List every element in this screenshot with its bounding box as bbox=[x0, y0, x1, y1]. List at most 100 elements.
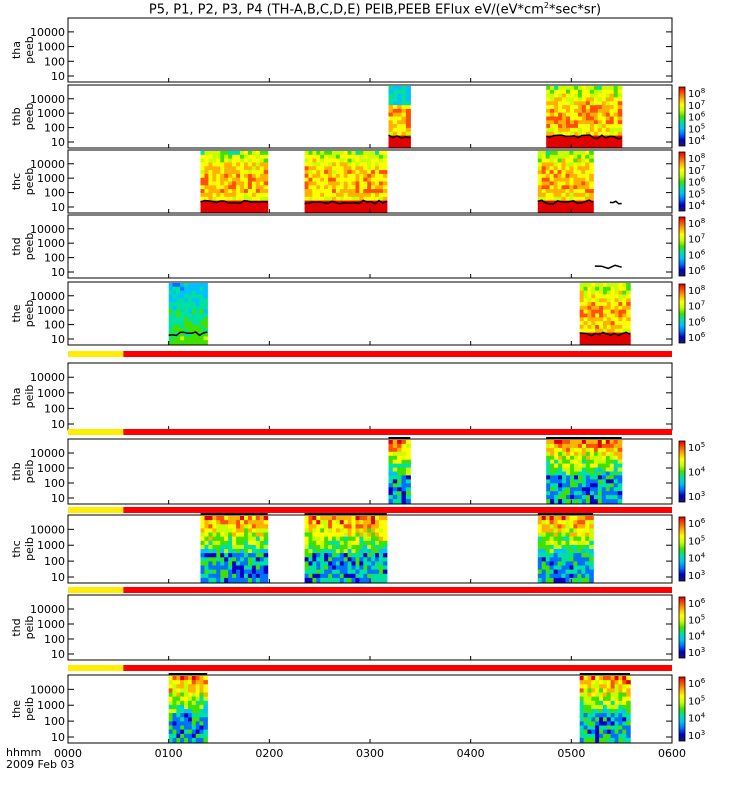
spectrogram-cell bbox=[320, 573, 325, 579]
spectrogram-cell bbox=[587, 290, 592, 295]
spectrogram-cell bbox=[316, 561, 321, 567]
spectrogram-cell bbox=[579, 704, 585, 710]
spectrogram-cell bbox=[557, 524, 563, 529]
spectrogram-cell bbox=[561, 151, 567, 156]
spectrogram-cell bbox=[236, 557, 241, 562]
spectrogram-cell bbox=[188, 729, 193, 735]
spectrogram-cell bbox=[263, 573, 269, 579]
spectrogram-cell bbox=[382, 524, 388, 529]
spectrogram-cell bbox=[359, 565, 364, 571]
y-tick-label: 10000 bbox=[30, 371, 65, 384]
colorbar-tick-label: 107 bbox=[688, 99, 705, 112]
spectrogram-cell bbox=[359, 158, 364, 163]
spectrogram-cell bbox=[195, 286, 201, 292]
spectrogram-cell bbox=[397, 131, 403, 137]
spectrogram-cell bbox=[541, 158, 547, 163]
spectrogram-cell bbox=[216, 158, 221, 163]
spectrogram-cell bbox=[247, 151, 253, 156]
spectrogram-cell bbox=[593, 124, 599, 129]
spectrogram-cell bbox=[316, 520, 321, 525]
spectrogram-cell bbox=[363, 557, 368, 562]
spectrogram-cell bbox=[316, 162, 321, 167]
spectrogram-cell bbox=[554, 467, 559, 473]
spectrogram-cell bbox=[316, 181, 321, 186]
spectrogram-cell bbox=[573, 196, 578, 202]
spectrogram-cell bbox=[562, 86, 567, 91]
spectrogram-cell bbox=[579, 324, 585, 330]
spectrogram-cell bbox=[312, 185, 317, 190]
spectrogram-cell bbox=[599, 290, 604, 295]
spectrogram-cell bbox=[191, 696, 197, 702]
spectrogram-cell bbox=[378, 557, 384, 562]
spectrogram-cell bbox=[176, 340, 181, 345]
spectrogram-cell bbox=[574, 451, 579, 457]
spectrogram-cell bbox=[244, 549, 249, 554]
spectrogram-cell bbox=[188, 700, 193, 706]
spectrogram-cell bbox=[605, 86, 611, 91]
spectrogram-cell bbox=[537, 181, 543, 186]
spectrogram-cell bbox=[603, 717, 608, 722]
spectrogram-cell bbox=[566, 124, 571, 129]
spectrogram-cell bbox=[247, 158, 253, 163]
spectrogram-cell bbox=[304, 181, 310, 186]
data-flag-mark bbox=[537, 513, 594, 515]
spectrogram-cell bbox=[613, 86, 619, 91]
spectrogram-cell bbox=[603, 313, 608, 318]
spectrogram-cell bbox=[574, 143, 579, 148]
spectrogram-cell bbox=[392, 93, 398, 98]
colorbar-tick-label: 106 bbox=[688, 176, 706, 189]
spectrogram-cell bbox=[208, 569, 213, 575]
spectrogram-cell bbox=[578, 127, 583, 133]
spectrogram-cell bbox=[335, 192, 341, 198]
spectrogram-cell bbox=[569, 553, 574, 558]
spectrogram-cell bbox=[347, 528, 353, 534]
panel-label-product: peib bbox=[23, 697, 36, 721]
spectrogram-cell bbox=[401, 459, 407, 465]
energy-threshold-line bbox=[537, 199, 594, 205]
spectrogram-cell bbox=[581, 573, 586, 579]
spectrogram-cell bbox=[312, 520, 317, 525]
spectrogram-cell bbox=[554, 471, 559, 476]
spectrogram-cell bbox=[599, 692, 604, 698]
spectrogram-cell bbox=[168, 692, 174, 698]
spectrogram-cell bbox=[537, 189, 543, 194]
spectrogram-cell bbox=[392, 131, 398, 137]
spectrogram-cell bbox=[579, 676, 585, 681]
spectrogram-cell bbox=[585, 536, 590, 542]
spectrogram-cell bbox=[583, 700, 589, 706]
spectrogram-cell bbox=[351, 185, 356, 190]
spectrogram-cell bbox=[224, 573, 229, 579]
spectrogram-cell bbox=[308, 577, 313, 583]
spectrogram-cell bbox=[583, 676, 589, 681]
spectrogram-cell bbox=[392, 112, 398, 118]
spectrogram-cell bbox=[569, 516, 574, 521]
spectrogram-cell bbox=[601, 440, 607, 445]
spectrogram-cell bbox=[240, 154, 245, 160]
spectrogram-cell bbox=[195, 305, 201, 311]
spectrogram-cell bbox=[610, 737, 616, 743]
spectrogram-cell bbox=[216, 177, 221, 183]
spectrogram-cell bbox=[392, 483, 398, 488]
spectrogram-cell bbox=[191, 321, 197, 326]
spectrogram-cell bbox=[537, 200, 543, 205]
spectrogram-cell bbox=[626, 290, 631, 295]
spectrogram-cell bbox=[236, 204, 241, 209]
spectrogram-cell bbox=[589, 536, 594, 542]
spectrogram-cell bbox=[328, 154, 333, 160]
spectrogram-cell bbox=[184, 696, 189, 702]
spectrogram-cell bbox=[610, 733, 616, 739]
spectrogram-cell bbox=[606, 721, 612, 727]
spectrogram-cell bbox=[359, 177, 364, 183]
spectrogram-cell bbox=[312, 553, 317, 558]
spectrogram-cell bbox=[263, 151, 269, 156]
spectrogram-cell bbox=[204, 553, 209, 558]
spectrogram-cell bbox=[583, 692, 589, 698]
spectrogram-cell bbox=[382, 536, 388, 542]
spectrogram-cell bbox=[316, 565, 321, 571]
spectrogram-cell bbox=[589, 524, 594, 529]
spectrogram-cell bbox=[405, 97, 411, 102]
colorbar-tick-label: 106 bbox=[688, 315, 706, 328]
spectrogram-cell bbox=[263, 154, 269, 160]
spectrogram-cell bbox=[228, 154, 233, 160]
spectrogram-cell bbox=[224, 524, 229, 529]
